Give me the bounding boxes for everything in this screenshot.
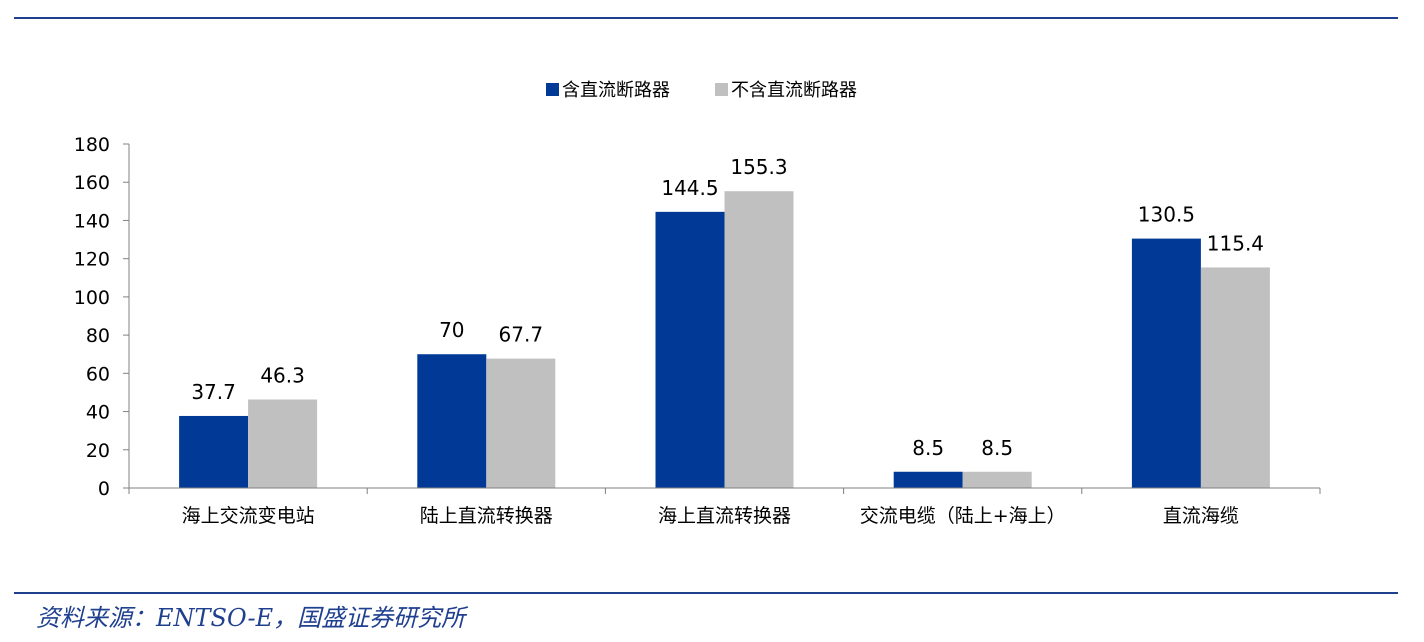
bar — [655, 211, 725, 488]
y-tick-label: 40 — [86, 402, 110, 424]
legend-swatch — [715, 83, 728, 96]
data-label: 155.3 — [730, 155, 787, 179]
top-rule — [14, 17, 1398, 19]
y-tick-label: 160 — [74, 172, 110, 194]
bar — [179, 415, 249, 488]
x-category-label: 直流海缆 — [1163, 505, 1239, 527]
x-category-label: 海上交流变电站 — [182, 505, 315, 527]
x-category-label: 海上直流转换器 — [658, 505, 791, 527]
bar — [248, 399, 318, 488]
bars: 37.7 46.3 70 67.7 144.5 155.3 8.5 8.5 130.5 115.4 — [179, 155, 1270, 488]
y-axis: 0 20 40 60 80 100 120 140 160 180 — [74, 134, 130, 500]
y-tick-label: 0 — [98, 478, 110, 500]
y-tick-label: 180 — [74, 134, 110, 156]
legend-label: 含直流断路器 — [562, 80, 670, 101]
legend: 含直流断路器 不含直流断路器 — [546, 80, 857, 101]
y-tick-label: 20 — [86, 440, 110, 462]
bottom-rule — [14, 592, 1398, 594]
y-tick-label: 100 — [74, 287, 110, 309]
data-label: 46.3 — [260, 364, 305, 388]
y-tick-label: 80 — [86, 325, 110, 347]
y-tick-label: 120 — [74, 249, 110, 271]
bar — [417, 354, 487, 488]
data-label: 37.7 — [191, 380, 236, 404]
bar — [724, 191, 794, 488]
source-note: 资料来源：ENTSO-E，国盛证券研究所 — [36, 604, 466, 632]
bar — [1131, 238, 1201, 488]
y-tick-label: 140 — [74, 210, 110, 232]
bar — [962, 471, 1032, 488]
legend-label: 不含直流断路器 — [731, 80, 857, 101]
data-label: 8.5 — [912, 436, 944, 460]
data-label: 144.5 — [661, 176, 718, 200]
legend-swatch — [546, 83, 559, 96]
data-label: 115.4 — [1207, 231, 1264, 255]
x-category-label: 陆上直流转换器 — [420, 505, 553, 527]
data-label: 67.7 — [499, 323, 544, 347]
x-axis: 海上交流变电站 陆上直流转换器 海上直流转换器 交流电缆（陆上+海上） 直流海缆 — [128, 487, 1321, 527]
bar — [486, 358, 556, 488]
data-label: 8.5 — [981, 436, 1013, 460]
x-category-label: 交流电缆（陆上+海上） — [860, 505, 1066, 527]
data-label: 130.5 — [1138, 203, 1195, 227]
bar — [893, 471, 963, 488]
data-label: 70 — [439, 318, 464, 342]
y-tick-label: 60 — [86, 363, 110, 385]
bar — [1200, 267, 1270, 488]
